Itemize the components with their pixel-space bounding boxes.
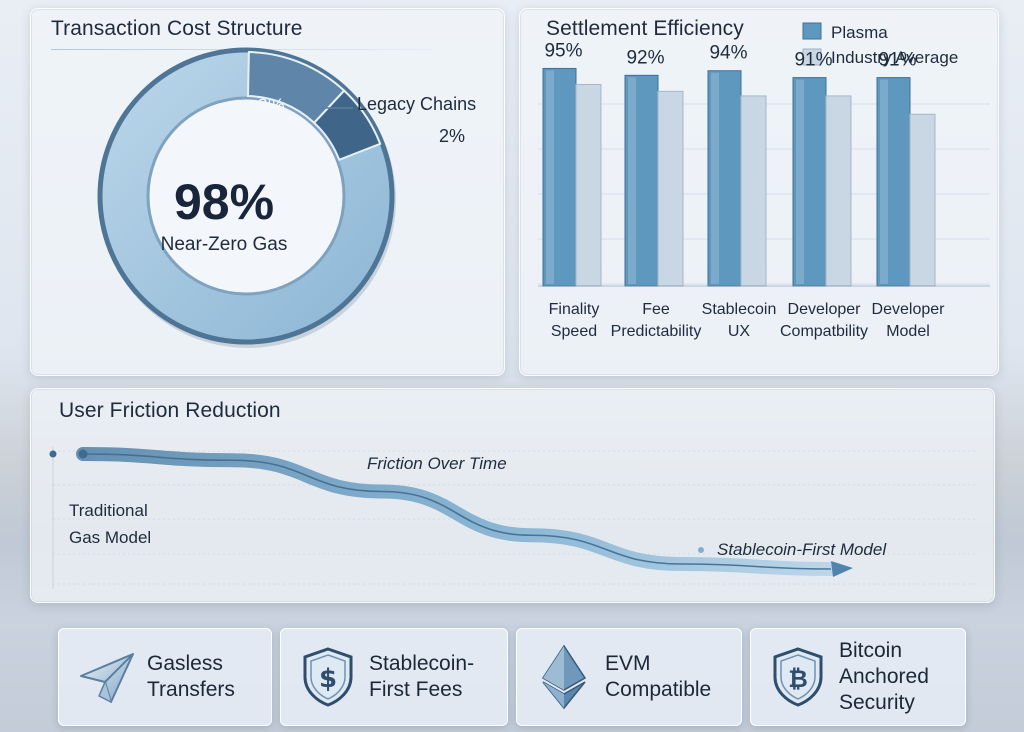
bar-value-label: 94% <box>709 43 747 64</box>
bar-plasma <box>792 77 827 287</box>
callout-label: Legacy Chains <box>357 94 476 114</box>
bar-industry <box>909 113 936 287</box>
legend-swatch-industry <box>802 48 822 66</box>
x-tick-label: Developer <box>872 301 946 318</box>
legend-swatch-plasma <box>802 22 822 40</box>
x-tick-label: Stablecoin <box>702 301 777 318</box>
x-tick-label: Predictability <box>611 323 702 340</box>
friction-chart: Friction Over Time Traditional Gas Model St… <box>49 447 976 589</box>
ethereum-diamond-icon <box>529 642 599 712</box>
user-friction-panel: User Friction Reduction Friction Over Ti… <box>30 388 995 603</box>
panel-title: Settlement Efficiency <box>546 17 744 40</box>
donut-center-label: Near-Zero Gas <box>161 234 288 255</box>
paper-plane-icon <box>71 642 141 712</box>
donut-slice-value-label: 2% <box>257 96 285 117</box>
svg-text:₿: ₿ <box>788 665 808 693</box>
x-tick-label: Compatbility <box>780 323 868 340</box>
callout-value: 2% <box>439 126 465 146</box>
bar-highlight <box>546 70 554 284</box>
series-label: Friction Over Time <box>367 454 507 473</box>
start-marker <box>78 449 88 459</box>
dollar-shield-icon: $ <box>293 642 363 712</box>
donut-hole <box>146 96 346 296</box>
x-tick-label: Model <box>886 323 930 340</box>
end-label: Stablecoin-First Model <box>717 540 887 559</box>
x-tick-label: Fee <box>642 301 670 318</box>
bar-value-label: 91% <box>794 50 832 71</box>
feature-card-gasless[interactable]: Gasless Transfers <box>58 628 272 726</box>
bar-plasma <box>624 74 659 287</box>
feature-label: EVM Compatible <box>605 652 712 701</box>
start-marker <box>49 450 57 458</box>
bar-industry <box>825 95 852 287</box>
bar-highlight <box>711 72 719 284</box>
feature-label: Stablecoin- First Fees <box>369 652 475 701</box>
bitcoin-shield-icon: ₿ <box>763 642 833 712</box>
feature-card-evm[interactable]: EVM Compatible <box>516 628 742 726</box>
donut-chart: 2% 98% Near-Zero Gas Legacy Chains 2% <box>97 47 476 348</box>
panel-title: Transaction Cost Structure <box>51 17 303 40</box>
x-tick-label: Developer <box>788 301 862 318</box>
feature-card-stablecoin-fees[interactable]: $ Stablecoin- First Fees <box>280 628 508 726</box>
bar-highlight <box>880 79 888 284</box>
bar-plasma <box>707 70 742 287</box>
start-label: Traditional <box>69 501 148 520</box>
bar-highlight <box>796 79 804 284</box>
donut-outer-rim <box>97 47 395 345</box>
x-tick-label: UX <box>728 323 751 340</box>
svg-text:$: $ <box>319 664 337 694</box>
legend-label-plasma: Plasma <box>831 23 888 42</box>
x-tick-label: Finality <box>549 301 600 318</box>
start-label: Gas Model <box>69 528 151 547</box>
bar-value-label: 92% <box>626 47 664 68</box>
legend-label-industry: Industry Average <box>831 48 958 67</box>
friction-arrowhead <box>831 561 853 577</box>
feature-card-bitcoin[interactable]: ₿ Bitcoin Anchored Security <box>750 628 966 726</box>
feature-label: Bitcoin Anchored Security <box>839 639 929 714</box>
transaction-cost-panel: Transaction Cost Structure 2% 98% Near-Zer… <box>30 8 505 376</box>
donut-center-value: 98% <box>174 174 274 230</box>
friction-line <box>82 453 832 570</box>
bar-industry <box>740 95 767 287</box>
panel-title: User Friction Reduction <box>59 399 281 422</box>
donut-slice-main <box>100 50 392 342</box>
bar-industry <box>575 83 602 287</box>
x-tick-label: Speed <box>551 323 597 340</box>
bar-industry <box>657 90 684 287</box>
bar-value-label: 91% <box>878 50 916 71</box>
bar-chart: Plasma Industry Average 95% Finality Speed 92… <box>538 22 990 340</box>
feature-label: Gasless Transfers <box>147 652 235 701</box>
settlement-efficiency-panel: Settlement Efficiency Plasma Industry Ave… <box>519 8 999 376</box>
bar-value-label: 95% <box>544 40 582 61</box>
end-marker <box>698 547 704 553</box>
bar-highlight <box>628 77 636 284</box>
